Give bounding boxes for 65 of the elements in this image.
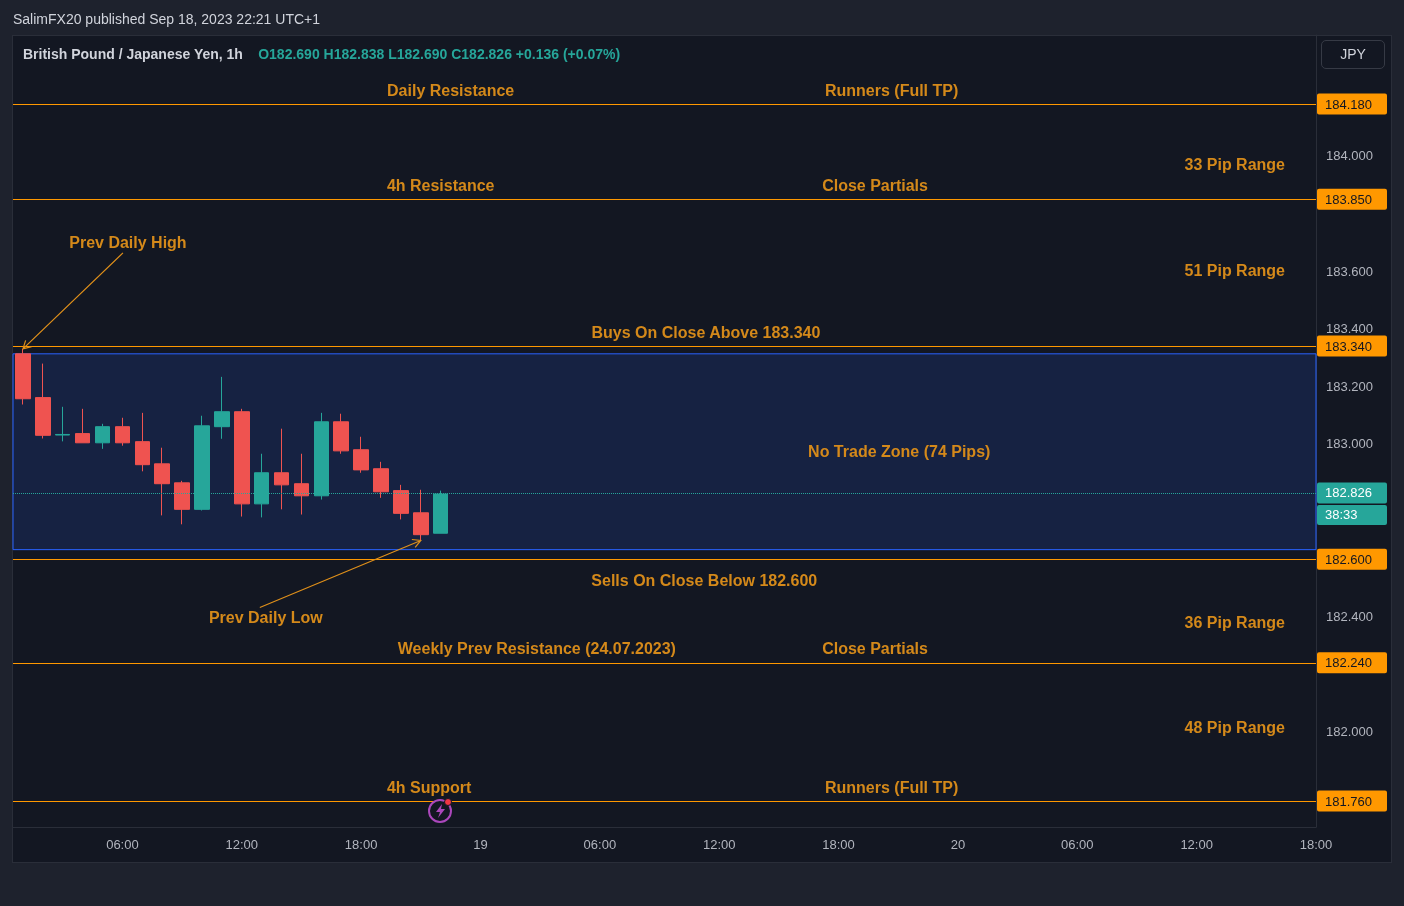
text: 38:33 <box>1325 506 1358 522</box>
candlestick <box>333 413 349 455</box>
candlestick <box>95 423 110 450</box>
ref-line-label: 182.240 <box>1325 655 1372 671</box>
annotation: Buys On Close Above 183.340 <box>591 323 821 341</box>
candlestick <box>294 453 309 516</box>
band-label: No Trade Zone (74 Pips) <box>808 443 991 461</box>
x-tick-label: 18:00 <box>344 837 378 852</box>
annotation: 4h Resistance <box>386 176 495 194</box>
candlestick <box>274 428 289 510</box>
candlestick <box>413 489 429 541</box>
text: British Pound / Japanese Yen, 1h <box>23 46 243 62</box>
annotation: 48 Pip Range <box>1184 718 1286 736</box>
y-tick-label: 183.200 <box>1326 378 1373 394</box>
ref-line-label: 184.180 <box>1325 96 1372 112</box>
x-tick-label: 12:00 <box>1180 837 1213 852</box>
ref-line-label: 183.340 <box>1325 338 1372 354</box>
candlestick <box>154 447 170 516</box>
candlestick <box>115 417 130 447</box>
annotation: Runners (Full TP) <box>824 81 959 99</box>
x-tick-label: 12:00 <box>225 837 259 852</box>
text: O182.690 H182.838 L182.690 C182.826 +0.136 (+0.07%) <box>258 46 621 62</box>
annotation: 33 Pip Range <box>1184 155 1286 173</box>
annotation: Prev Daily Low <box>208 608 324 626</box>
x-tick-label: 18:00 <box>822 837 855 852</box>
candlestick <box>75 408 90 444</box>
y-tick-label: 184.000 <box>1326 148 1373 164</box>
y-tick-label: 182.000 <box>1326 724 1373 740</box>
ref-line-label: 181.760 <box>1325 793 1372 809</box>
x-tick-label: 12:00 <box>702 837 736 852</box>
y-tick-label: 183.000 <box>1326 436 1373 452</box>
annotation: Sells On Close Below 182.600 <box>591 571 818 589</box>
annotation: 51 Pip Range <box>1184 261 1286 279</box>
y-axis-title: JPY <box>1321 40 1385 69</box>
annotation: Weekly Prev Resistance (24.07.2023) <box>397 640 676 658</box>
candlestick <box>174 480 190 525</box>
annotation: Close Partials <box>822 176 929 194</box>
y-tick-label: 182.400 <box>1326 609 1373 625</box>
ref-line-label: 183.850 <box>1325 191 1372 207</box>
x-tick-label: 19 <box>473 837 488 852</box>
candlestick <box>353 436 369 474</box>
ref-line-label: 182.600 <box>1325 551 1372 567</box>
x-tick-label: 06:00 <box>583 837 617 852</box>
annotation: 4h Support <box>386 778 472 796</box>
annotation: Prev Daily High <box>69 234 187 252</box>
annotation: Runners (Full TP) <box>824 778 959 796</box>
y-tick-label: 183.400 <box>1326 321 1373 337</box>
ref-line-label: 182.826 <box>1325 485 1372 501</box>
candlestick <box>15 348 31 405</box>
annotation: Close Partials <box>822 640 929 658</box>
candlestick <box>214 376 230 440</box>
candlestick <box>393 484 409 520</box>
annotation: Daily Resistance <box>387 81 515 99</box>
x-tick-label: 20 <box>950 837 966 852</box>
candlestick <box>234 408 250 518</box>
candlestick <box>135 412 150 472</box>
candlestick <box>55 406 70 442</box>
y-tick-label: 183.600 <box>1326 263 1373 279</box>
x-tick-label: 06:00 <box>106 837 139 852</box>
x-tick-label: 18:00 <box>1299 837 1333 852</box>
x-tick-label: 06:00 <box>1061 837 1094 852</box>
candlestick <box>373 461 389 499</box>
text: SalimFX20 published Sep 18, 2023 22:21 UTC+1 <box>13 11 321 27</box>
candlestick <box>35 363 51 439</box>
annotation: 36 Pip Range <box>1184 613 1286 631</box>
